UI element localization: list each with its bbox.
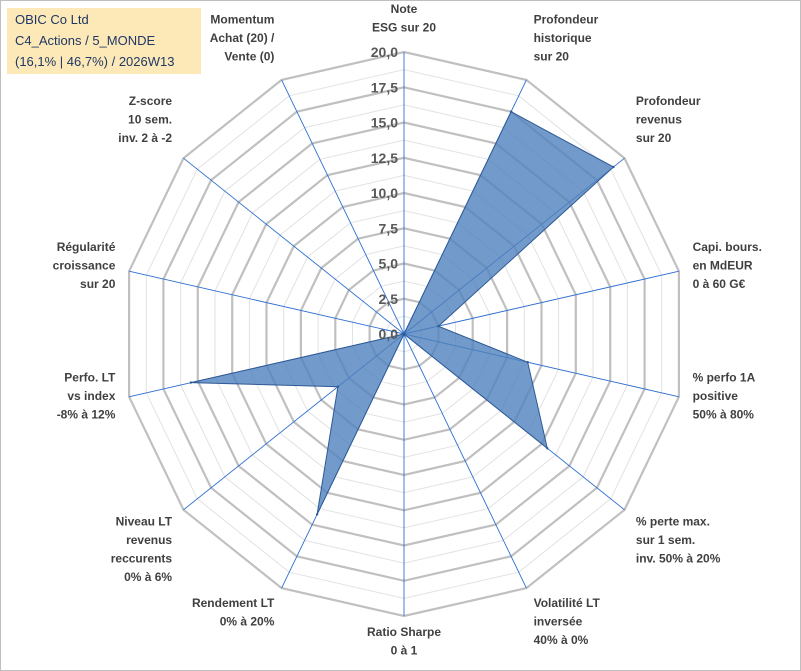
axis-spoke — [183, 157, 405, 335]
data-point — [526, 361, 529, 364]
series-area — [189, 110, 615, 516]
axis-label: Z-score 10 sem. inv. 2 à -2 — [118, 94, 172, 145]
axis-label-line: positive — [693, 389, 739, 403]
axis-label: Capi. bours. en MdEUR 0 à 60 G€ — [693, 240, 762, 291]
axis-labels: Note ESG sur 20 Profondeur historique sur 20… — [53, 2, 762, 658]
tick-label: 17,5 — [371, 79, 398, 95]
axis-label: Perfo. LT vs index -8% à 12% — [57, 371, 116, 422]
data-point — [437, 325, 440, 328]
axis-label-line: 0 à 60 G€ — [693, 277, 746, 291]
axis-label-line: 50% à 80% — [693, 408, 755, 422]
tick-label: 0,0 — [379, 326, 399, 342]
axis-label: Profondeur historique sur 20 — [534, 13, 599, 64]
axis-label: Momentum Achat (20) / Vente (0) — [210, 13, 275, 64]
axis-label-line: Volatilité LT — [534, 596, 601, 610]
axis-label-line: sur 20 — [80, 277, 116, 291]
data-point — [336, 385, 340, 388]
axis-label: % perte max. sur 1 sem. inv. 50% à 20% — [636, 514, 721, 565]
axis-label-line: revenus — [636, 113, 682, 127]
tick-label: 7,5 — [379, 220, 399, 236]
axis-label-line: % perte max. — [636, 514, 710, 528]
axis-label-line: 0% à 6% — [124, 570, 172, 584]
axis-label: % perfo 1A positive 50% à 80% — [693, 371, 756, 422]
axis-label-line: sur 20 — [534, 50, 570, 64]
axis-label-line: en MdEUR — [693, 258, 753, 272]
axis-label: Niveau LT revenus reccurents 0% à 6% — [111, 514, 173, 584]
axis-label: Rendement LT 0% à 20% — [192, 596, 275, 629]
axis-label-line: Rendement LT — [192, 596, 275, 610]
tick-label: 2,5 — [379, 291, 399, 307]
axis-label: Régularité croissance sur 20 — [53, 240, 116, 291]
axis-label-line: ESG sur 20 — [372, 21, 436, 35]
stats-line: (16,1% | 46,7%) / 2026W13 — [15, 54, 175, 69]
category-line: C4_Actions / 5_MONDE — [15, 33, 156, 48]
axis-label-line: Note — [391, 2, 418, 16]
axis-label-line: historique — [534, 31, 592, 45]
data-point — [612, 165, 615, 169]
axis-label-line: % perfo 1A — [693, 371, 756, 385]
axis-label-line: revenus — [126, 533, 172, 547]
axis-label-line: Capi. bours. — [693, 240, 762, 254]
data-point — [315, 513, 319, 516]
axis-label-line: Achat (20) / — [210, 31, 275, 45]
axis-label: Note ESG sur 20 — [372, 2, 436, 35]
axis-label-line: Niveau LT — [116, 514, 173, 528]
tick-label: 15,0 — [371, 115, 398, 131]
axis-label-line: inv. 2 à -2 — [118, 131, 172, 145]
axis-label-line: Z-score — [129, 94, 173, 108]
axis-label: Volatilité LT inversée 40% à 0% — [534, 596, 601, 647]
axis-spoke — [403, 333, 527, 589]
axis-label-line: sur 1 sem. — [636, 533, 695, 547]
axis-label-line: Régularité — [57, 240, 116, 254]
axis-label-line: inversée — [534, 614, 583, 628]
axis-label-line: 10 sem. — [128, 113, 172, 127]
axis-label-line: Ratio Sharpe — [367, 625, 441, 639]
title-box: OBIC Co Ltd C4_Actions / 5_MONDE (16,1% … — [7, 8, 201, 74]
axis-label-line: croissance — [53, 258, 116, 272]
axis-label-line: Profondeur — [636, 94, 701, 108]
tick-label: 5,0 — [379, 256, 399, 272]
data-point — [509, 110, 513, 113]
axis-label-line: 0% à 20% — [220, 614, 275, 628]
tick-labels: 0,0 2,5 5,0 7,5 10,0 12,5 15,0 17,5 20,0 — [371, 44, 398, 342]
tick-label: 12,5 — [371, 150, 398, 166]
tick-label: 20,0 — [371, 44, 398, 60]
axis-label-line: Vente (0) — [224, 50, 274, 64]
tick-label: 10,0 — [371, 185, 398, 201]
data-point — [189, 381, 193, 384]
axis-label-line: Momentum — [210, 13, 274, 27]
axis-label-line: vs index — [67, 389, 115, 403]
axis-spoke — [281, 79, 405, 335]
axis-spoke — [403, 270, 680, 335]
series-polygon — [190, 111, 615, 515]
data-point — [546, 447, 549, 450]
axis-label-line: sur 20 — [636, 131, 672, 145]
axis-label-line: 0 à 1 — [391, 644, 418, 658]
axis-spoke — [128, 270, 405, 335]
axis-label-line: -8% à 12% — [57, 408, 116, 422]
data-point — [402, 332, 406, 336]
axis-label: Ratio Sharpe 0 à 1 — [367, 625, 441, 658]
axis-label-line: 40% à 0% — [534, 633, 589, 647]
axis-label-line: inv. 50% à 20% — [636, 551, 721, 565]
axis-label-line: Perfo. LT — [64, 371, 116, 385]
axis-label-line: Profondeur — [534, 13, 599, 27]
company-name: OBIC Co Ltd — [15, 12, 89, 27]
axis-label-line: reccurents — [111, 551, 173, 565]
axis-label: Profondeur revenus sur 20 — [636, 94, 701, 145]
